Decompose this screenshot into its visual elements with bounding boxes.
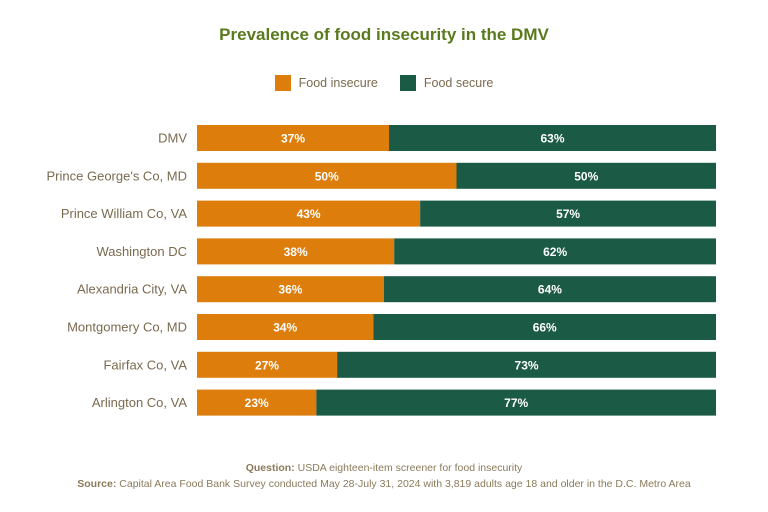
data-label-food-insecure-montgomery-co-md: 34%: [273, 321, 297, 335]
category-label-prince-william-co-va: Prince William Co, VA: [61, 206, 188, 221]
data-label-food-insecure-dmv: 37%: [281, 132, 305, 146]
category-label-arlington-co-va: Arlington Co, VA: [92, 395, 187, 410]
bar-food-secure-dmv: [389, 125, 716, 151]
source-text: Capital Area Food Bank Survey conducted …: [119, 478, 691, 490]
legend-swatch-food-insecure: [274, 75, 291, 91]
legend-label-food-secure: Food secure: [423, 76, 494, 90]
legend: Food insecure Food secure: [0, 75, 768, 91]
bar-food-insecure-washington-dc: [197, 238, 395, 265]
footer-question: Question: USDA eighteen-item screener fo…: [0, 462, 768, 474]
bar-food-insecure-alexandria-city-va: [197, 276, 384, 303]
category-label-alexandria-city-va: Alexandria City, VA: [77, 282, 187, 297]
bar-food-insecure-montgomery-co-md: [197, 314, 374, 340]
legend-swatch-food-secure: [399, 75, 416, 91]
source-label: Source:: [77, 478, 117, 490]
data-label-food-secure-arlington-co-va: 77%: [504, 396, 528, 410]
category-label-dmv: DMV: [158, 131, 187, 146]
data-label-food-insecure-washington-dc: 38%: [284, 245, 308, 259]
category-label-fairfax-co-va: Fairfax Co, VA: [103, 357, 187, 372]
question-label: Question:: [245, 462, 295, 474]
bar-food-secure-washington-dc: [394, 238, 716, 265]
bar-food-secure-alexandria-city-va: [383, 276, 716, 303]
bar-food-insecure-fairfax-co-va: [197, 351, 338, 378]
data-label-food-insecure-arlington-co-va: 23%: [245, 396, 269, 410]
legend-label-food-insecure: Food insecure: [298, 76, 378, 90]
data-label-food-insecure-prince-george-s-co-md: 50%: [315, 169, 339, 183]
data-label-food-secure-washington-dc: 62%: [543, 245, 567, 259]
data-label-food-insecure-prince-william-co-va: 43%: [297, 207, 321, 221]
data-label-food-insecure-alexandria-city-va: 36%: [278, 283, 302, 297]
data-label-food-secure-alexandria-city-va: 64%: [538, 283, 562, 297]
legend-item-food-insecure: Food insecure: [274, 75, 378, 91]
bar-food-secure-montgomery-co-md: [373, 314, 716, 340]
data-label-food-secure-montgomery-co-md: 66%: [533, 321, 557, 335]
bar-food-insecure-arlington-co-va: [197, 389, 317, 416]
bar-food-secure-fairfax-co-va: [337, 351, 716, 378]
chart-title: Prevalence of food insecurity in the DMV: [219, 25, 549, 44]
legend-item-food-secure: Food secure: [399, 75, 494, 91]
category-label-washington-dc: Washington DC: [96, 244, 187, 259]
bar-food-insecure-prince-george-s-co-md: [197, 162, 457, 189]
data-label-food-insecure-fairfax-co-va: 27%: [255, 358, 279, 372]
bar-food-secure-arlington-co-va: [316, 389, 716, 416]
category-label-montgomery-co-md: Montgomery Co, MD: [67, 320, 187, 335]
bar-food-secure-prince-george-s-co-md: [456, 162, 716, 189]
data-label-food-secure-prince-william-co-va: 57%: [556, 207, 580, 221]
footer-source: Source: Capital Area Food Bank Survey co…: [0, 478, 768, 490]
bar-food-insecure-prince-william-co-va: [197, 200, 421, 227]
bar-food-insecure-dmv: [197, 125, 390, 151]
data-label-food-secure-dmv: 63%: [540, 132, 564, 146]
data-label-food-secure-fairfax-co-va: 73%: [515, 358, 539, 372]
category-label-prince-george-s-co-md: Prince George's Co, MD: [47, 168, 187, 183]
bar-food-secure-prince-william-co-va: [420, 200, 716, 227]
data-label-food-secure-prince-george-s-co-md: 50%: [574, 169, 598, 183]
question-text: USDA eighteen-item screener for food ins…: [297, 462, 523, 474]
